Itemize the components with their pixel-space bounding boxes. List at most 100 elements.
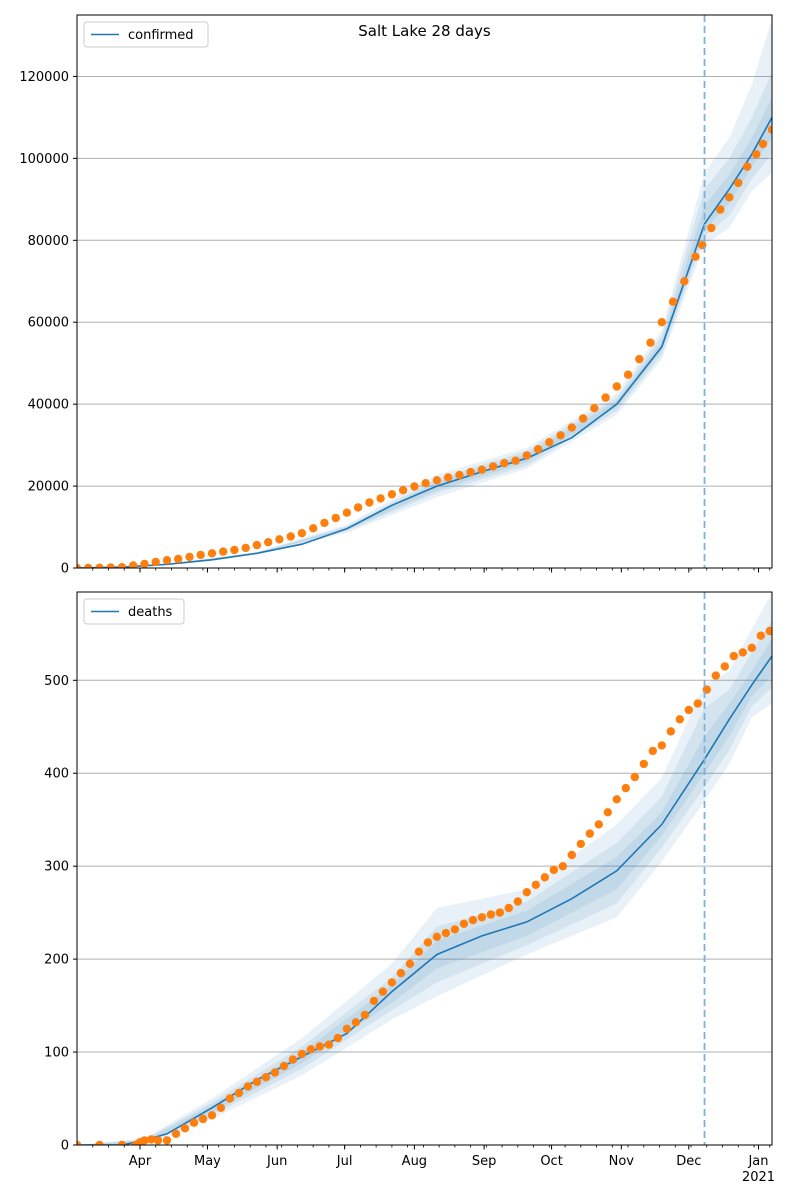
observed-point [533,445,543,454]
observed-point [630,772,639,782]
observed-point [612,382,621,391]
observed-point [331,513,340,523]
observed-point [230,545,239,555]
uncertainty-band-1 [77,592,772,1145]
observed-point [117,1140,127,1145]
observed-point [396,968,406,978]
observed-point [666,727,675,736]
observed-point [693,699,702,708]
observed-point [243,1082,253,1091]
observed-point [286,532,295,541]
observed-point [513,897,522,906]
observed-point [756,631,765,640]
observed-point [639,759,648,769]
observed-point [185,552,194,562]
observed-point [657,741,666,750]
y-tick-label: 120000 [19,70,69,85]
observed-point [252,1077,262,1087]
observed-point [410,482,419,491]
observed-point [707,223,716,233]
panel-2: 0 100 200 300 400 500 Apr May Jun Jul Aug Sep Oct Nov… [44,591,775,1185]
observed-point [738,648,747,657]
plot-area [77,592,772,1145]
axes-frame [76,591,773,1146]
observed-point [351,1018,361,1027]
observed-point [459,919,469,928]
observed-point [365,498,374,507]
observed-point [153,1136,163,1145]
observed-point [601,393,610,402]
observed-point [405,959,415,968]
legend-box [83,21,209,48]
observed-point [189,1118,199,1127]
observed-point [531,880,540,889]
panel-1: 0 20000 40000 60000 80000 100000 120000 confirm… [19,14,773,577]
observed-point [234,1088,244,1098]
observed-point [353,503,363,512]
y-tick-label: 80000 [28,234,69,249]
x-tick-label: Jan 2021 [742,1154,775,1185]
x-tick-label: Oct [540,1154,562,1169]
observed-point [495,908,504,917]
x-tick-label: Sep [472,1154,497,1169]
observed-point [725,193,734,202]
x-tick-label: Apr [129,1154,152,1169]
observed-point [603,808,612,817]
observed-point [151,557,160,567]
observed-point [747,643,756,652]
observed-point [333,1033,343,1043]
observed-point [387,490,397,499]
observed-point [594,820,603,829]
x-tick-label: Jun [266,1154,287,1169]
y-tick-label: 200 [44,953,69,968]
legend-label: confirmed [128,28,194,43]
observed-point [270,1068,280,1077]
observed-point [106,563,115,568]
observed-point [549,865,558,875]
x-tick-label: Aug [402,1154,427,1169]
observed-point [117,563,127,568]
observed-point [421,479,430,488]
observed-point [423,938,433,947]
observed-point [743,162,752,171]
observed-point [369,996,379,1006]
observed-point [147,1135,156,1144]
observed-point [711,671,720,680]
observed-point [522,888,531,897]
observed-point [455,470,464,480]
observed-point [264,538,273,547]
observed-point [306,1045,316,1054]
observed-point [477,465,487,474]
observed-point [196,550,205,560]
observed-point [275,535,284,544]
y-tick-label: 100000 [19,152,69,167]
observed-point [207,549,217,558]
observed-point [324,1040,334,1049]
observed-point [612,795,621,804]
observed-point [646,338,655,347]
observed-point [279,1061,289,1071]
observed-point [729,651,738,661]
observed-point [680,277,689,286]
observed-point [342,508,352,517]
observed-point [675,715,684,724]
x-tick-label: Jul [336,1154,353,1169]
observed-point [758,139,768,149]
observed-point [241,543,250,553]
y-tick-label: 0 [61,562,69,577]
observed-point [691,252,700,261]
y-tick-label: 500 [44,674,69,689]
observed-point [77,1140,82,1145]
observed-point [767,125,772,134]
observed-point [545,438,554,447]
observed-point [734,178,743,188]
observed-point [84,563,93,568]
observed-point [657,318,666,327]
uncertainty-band-3 [77,638,772,1145]
observed-point [765,626,772,636]
observed-point [198,1114,208,1124]
y-tick-label: 100 [44,1046,69,1061]
observed-point [140,559,149,568]
observed-point [207,1111,217,1120]
observed-point [684,705,693,715]
